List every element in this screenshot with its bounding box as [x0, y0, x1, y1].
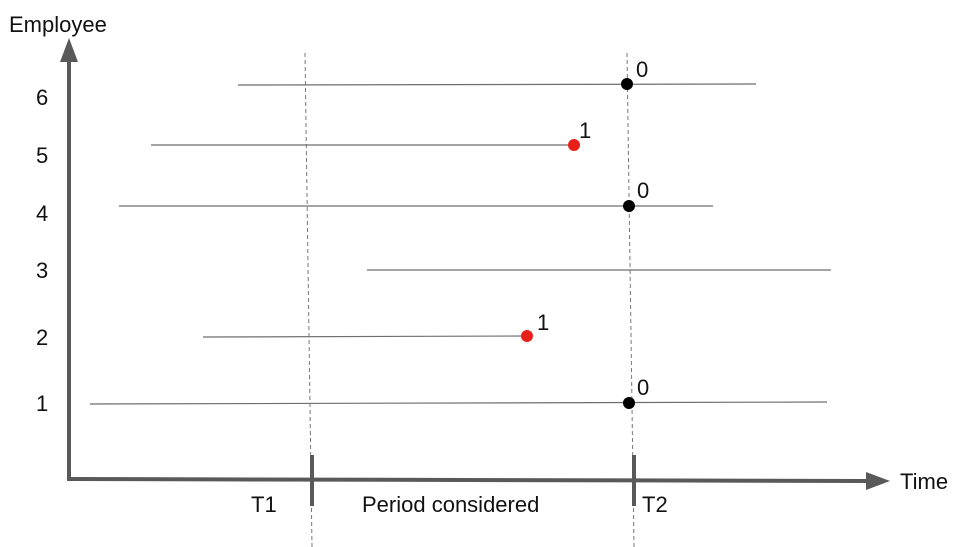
t1-label: T1	[251, 492, 277, 517]
t2-dashed-line	[626, 52, 635, 547]
y-axis-title: Employee	[9, 12, 107, 37]
employee-2-line	[202, 335, 528, 338]
period-considered-label: Period considered	[362, 492, 539, 517]
employee-1-line	[89, 401, 828, 405]
employee-1-label: 1	[36, 391, 48, 416]
employee-3-label: 3	[36, 258, 48, 283]
employee-1-point	[623, 397, 635, 409]
employee-2-outcome: 1	[537, 310, 549, 335]
employee-4-point	[623, 200, 635, 212]
x-axis	[66, 477, 869, 483]
employee-6-label: 6	[36, 85, 48, 110]
employee-6-line	[237, 83, 757, 86]
employee-5-outcome: 1	[579, 118, 591, 143]
x-axis-arrowhead	[866, 472, 890, 490]
employee-4-outcome: 0	[637, 178, 649, 203]
employee-5-point	[568, 139, 580, 151]
employee-5-label: 5	[36, 143, 48, 168]
employee-1-outcome: 0	[637, 375, 649, 400]
x-axis-title: Time	[900, 469, 948, 494]
employee-2-label: 2	[36, 325, 48, 350]
employee-6-point	[621, 78, 633, 90]
employee-4-label: 4	[36, 201, 48, 226]
employee-2-point	[521, 330, 533, 342]
t1-dashed-line	[304, 52, 313, 547]
t2-label: T2	[642, 492, 668, 517]
y-axis-arrowhead	[60, 38, 78, 62]
employee-6-outcome: 0	[636, 57, 648, 82]
